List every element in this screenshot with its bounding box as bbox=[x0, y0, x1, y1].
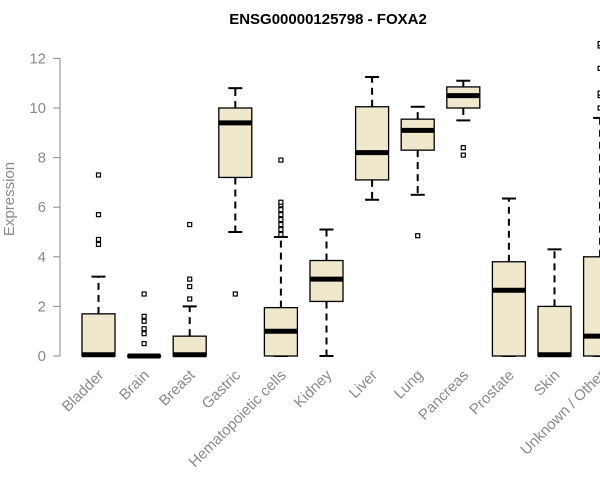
outlier-point bbox=[232, 291, 238, 297]
category-label: Lung bbox=[391, 367, 427, 403]
box-gastric bbox=[218, 87, 253, 297]
outlier-point bbox=[187, 276, 193, 282]
box-body bbox=[582, 256, 600, 357]
box-prostate bbox=[491, 197, 527, 357]
category-label: Skin bbox=[531, 367, 564, 400]
category-label: Liver bbox=[346, 367, 381, 402]
category-label: Brain bbox=[116, 367, 153, 404]
box-body bbox=[491, 261, 527, 357]
outlier-point bbox=[415, 233, 421, 239]
category-label: Bladder bbox=[59, 367, 108, 416]
box-hematopoietic-cells bbox=[263, 157, 299, 357]
box-body bbox=[354, 106, 390, 181]
y-axis: 0 2 4 6 8 10 12 bbox=[29, 50, 61, 365]
category-label: Prostate bbox=[466, 367, 518, 419]
y-tick-label: 4 bbox=[38, 249, 46, 266]
box-kidney bbox=[309, 228, 344, 357]
outlier-point bbox=[141, 318, 147, 324]
outlier-point bbox=[278, 157, 284, 163]
box-body bbox=[400, 118, 435, 151]
box-bladder bbox=[81, 172, 116, 358]
outlier-point bbox=[460, 152, 466, 158]
outlier-point bbox=[141, 341, 147, 347]
outlier-point bbox=[597, 90, 600, 96]
outlier-point bbox=[460, 145, 466, 151]
y-tick-label: 8 bbox=[38, 150, 46, 167]
outlier-point bbox=[141, 313, 147, 319]
outlier-point bbox=[278, 199, 284, 205]
outlier-point bbox=[597, 105, 600, 111]
category-label: Kidney bbox=[291, 366, 336, 411]
outlier-point bbox=[141, 326, 147, 332]
box-body bbox=[218, 107, 253, 179]
box-pancreas bbox=[446, 79, 481, 158]
outlier-point bbox=[187, 296, 193, 302]
outlier-point bbox=[95, 212, 102, 218]
category-label: Pancreas bbox=[415, 367, 472, 424]
box-series bbox=[81, 40, 600, 359]
outlier-point bbox=[278, 231, 284, 238]
y-tick-label: 10 bbox=[29, 100, 46, 117]
outlier-point bbox=[95, 172, 102, 178]
chart-title: ENSG00000125798 - FOXA2 bbox=[229, 11, 427, 28]
category-label: Gastric bbox=[199, 366, 245, 412]
box-unknown-other bbox=[582, 40, 600, 357]
box-body bbox=[537, 305, 572, 357]
box-breast bbox=[172, 221, 207, 358]
outlier-point bbox=[187, 283, 193, 290]
outlier-point bbox=[187, 221, 193, 228]
outlier-point bbox=[278, 207, 284, 213]
box-body bbox=[81, 313, 116, 357]
y-tick-label: 0 bbox=[38, 348, 46, 365]
outlier-point bbox=[141, 331, 147, 337]
y-tick-label: 2 bbox=[38, 298, 46, 315]
box-lung bbox=[400, 105, 435, 239]
outlier-point bbox=[278, 221, 284, 228]
category-label: Breast bbox=[156, 366, 199, 409]
outlier-point bbox=[278, 226, 284, 233]
outlier-point bbox=[278, 212, 284, 218]
outlier-point bbox=[278, 217, 284, 223]
outlier-point bbox=[597, 40, 600, 47]
outlier-point bbox=[95, 236, 102, 243]
outlier-point bbox=[597, 65, 600, 71]
box-liver bbox=[354, 76, 390, 201]
y-tick-label: 6 bbox=[38, 199, 46, 216]
box-brain bbox=[126, 291, 162, 359]
y-axis-label: Expression bbox=[1, 162, 18, 236]
box-skin bbox=[537, 248, 572, 358]
y-tick-label: 12 bbox=[29, 50, 46, 67]
outlier-point bbox=[95, 241, 102, 247]
outlier-point bbox=[141, 291, 147, 297]
